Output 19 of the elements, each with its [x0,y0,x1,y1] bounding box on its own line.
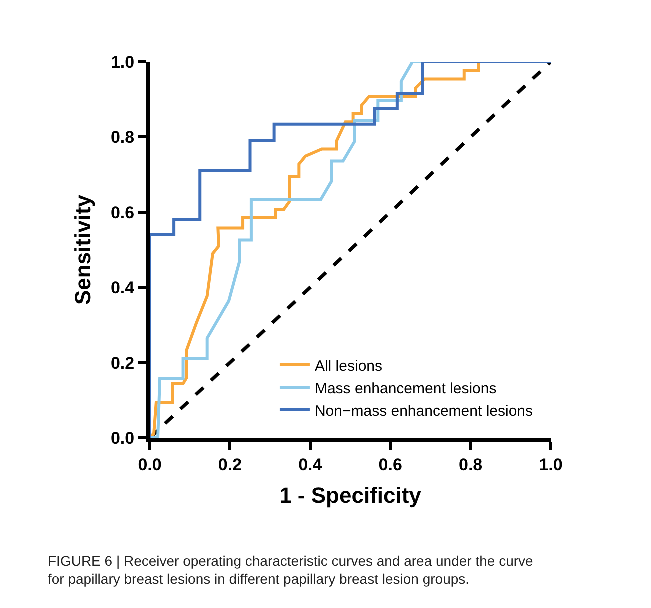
x-tick-label: 0.0 [138,455,162,474]
legend-label: Non−mass enhancement lesions [314,402,534,420]
x-tick-label: 0.6 [378,455,402,474]
x-tick-label: 0.4 [298,455,323,474]
line-series [150,62,551,438]
caption: FIGURE 6 | Receiver operating characteristic curves and area under the curve for papillary breast lesions in different papillary breast lesion groups. [48,553,534,588]
y-tick-label: 1.0 [110,52,135,72]
y-tick-label: 0.2 [110,354,135,373]
x-axis-title: 1 - Specificity [280,482,422,508]
y-axis-title: Sensitivity [70,194,96,306]
y-tick-label: 0.4 [110,278,136,298]
y-tick-label: 0.6 [110,203,135,222]
y-tick-label: 0.8 [110,128,135,148]
legend-label: Mass enhancement lesions [314,380,497,398]
y-tick-label: 0.0 [110,428,135,448]
x-tick-label: 1.0 [539,455,563,474]
x-tick-label: 0.8 [458,455,483,474]
x-tick-label: 0.2 [218,455,242,474]
legend-label: All lesions [314,358,382,375]
